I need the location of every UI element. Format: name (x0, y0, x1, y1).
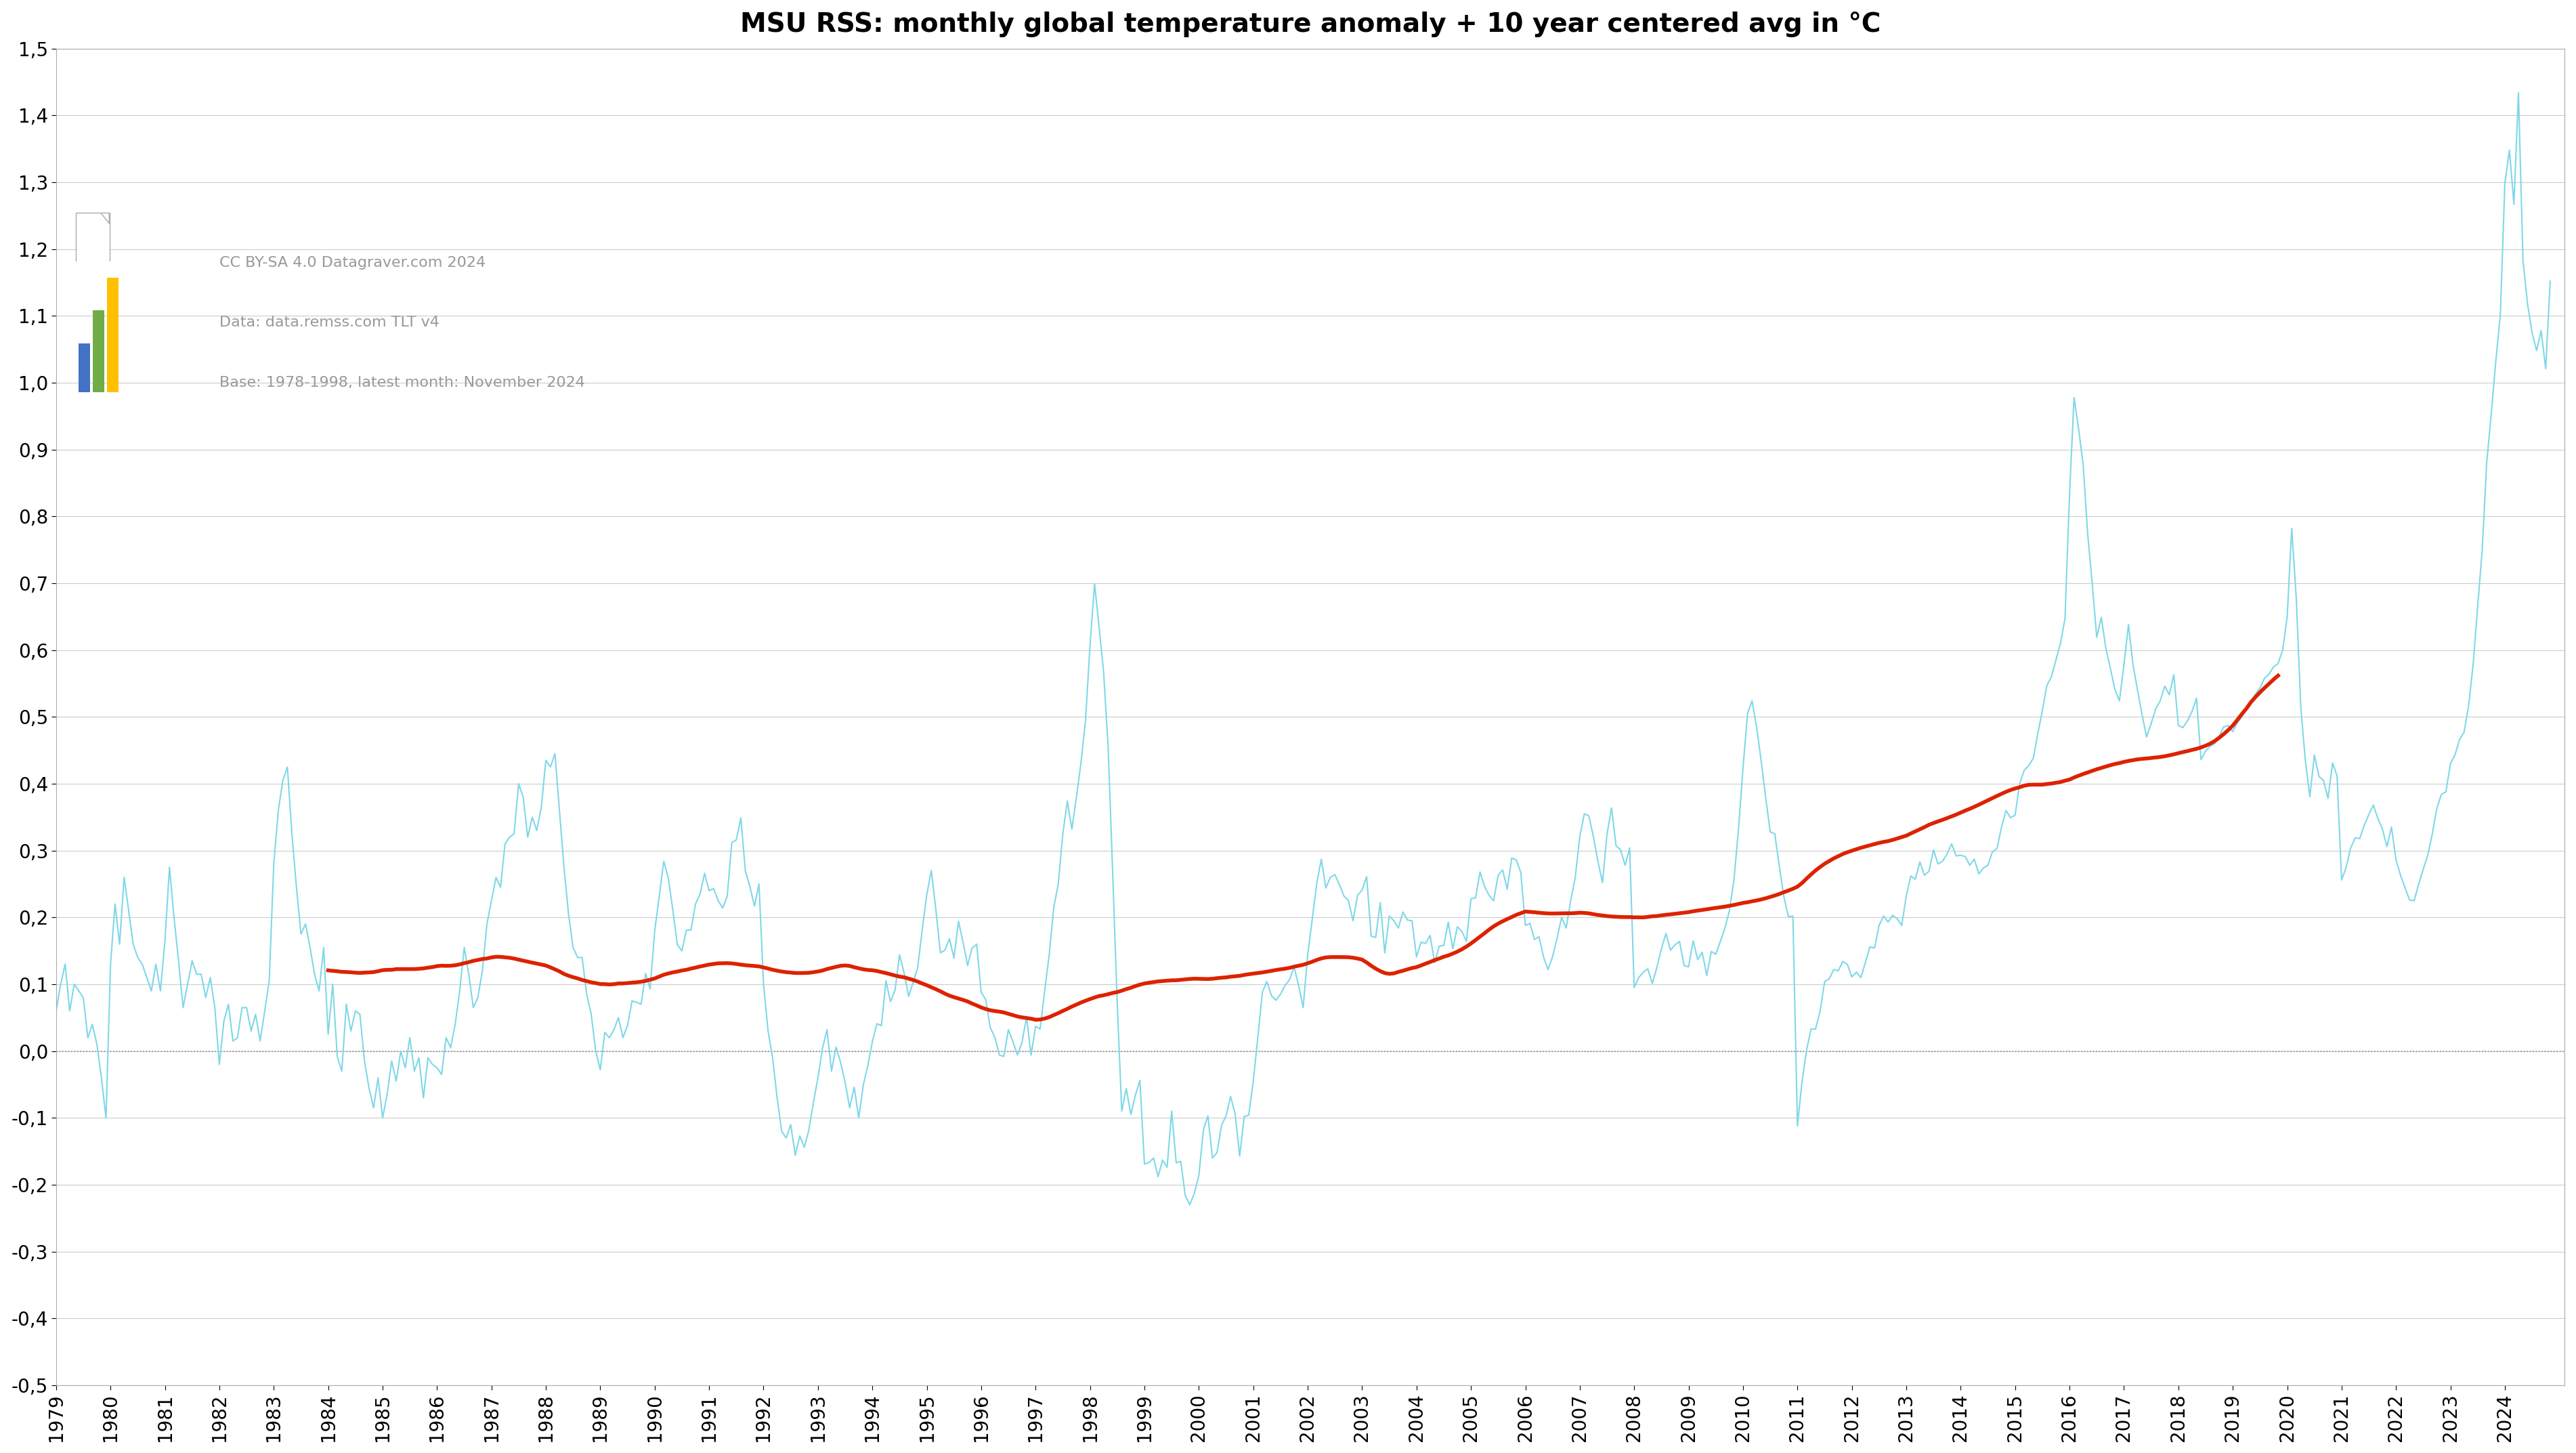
Bar (80, 343, 90, 392)
FancyBboxPatch shape (75, 212, 111, 262)
Text: Data: data.remss.com TLT v4: Data: data.remss.com TLT v4 (219, 315, 438, 330)
Bar (93, 311, 103, 392)
Title: MSU RSS: monthly global temperature anomaly + 10 year centered avg in °C: MSU RSS: monthly global temperature anom… (739, 12, 1880, 36)
Bar (108, 278, 118, 392)
Text: Base: 1978-1998, latest month: November 2024: Base: 1978-1998, latest month: November … (219, 376, 585, 389)
Text: CC BY-SA 4.0 Datagraver.com 2024: CC BY-SA 4.0 Datagraver.com 2024 (219, 256, 484, 269)
